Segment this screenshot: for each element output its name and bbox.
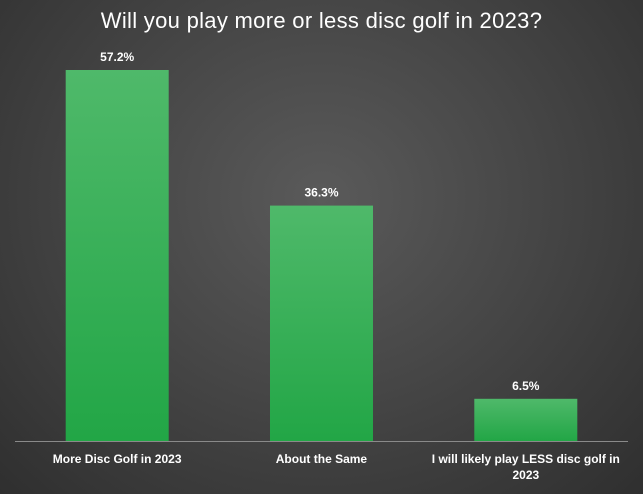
category-label-2: I will likely play LESS disc golf in 202… (431, 452, 620, 482)
data-label-2: 6.5% (512, 379, 540, 393)
category-label-1: About the Same (275, 452, 368, 466)
bar-2 (474, 398, 578, 441)
bars-layer (65, 70, 578, 441)
bar-1 (270, 205, 373, 441)
data-label-1: 36.3% (304, 186, 338, 200)
data-labels-layer: 57.2% 36.3% 6.5% (100, 50, 540, 393)
chart-title: Will you play more or less disc golf in … (100, 8, 543, 33)
category-label-0: More Disc Golf in 2023 (52, 452, 182, 466)
bar-0 (65, 70, 169, 441)
data-label-0: 57.2% (100, 50, 134, 64)
